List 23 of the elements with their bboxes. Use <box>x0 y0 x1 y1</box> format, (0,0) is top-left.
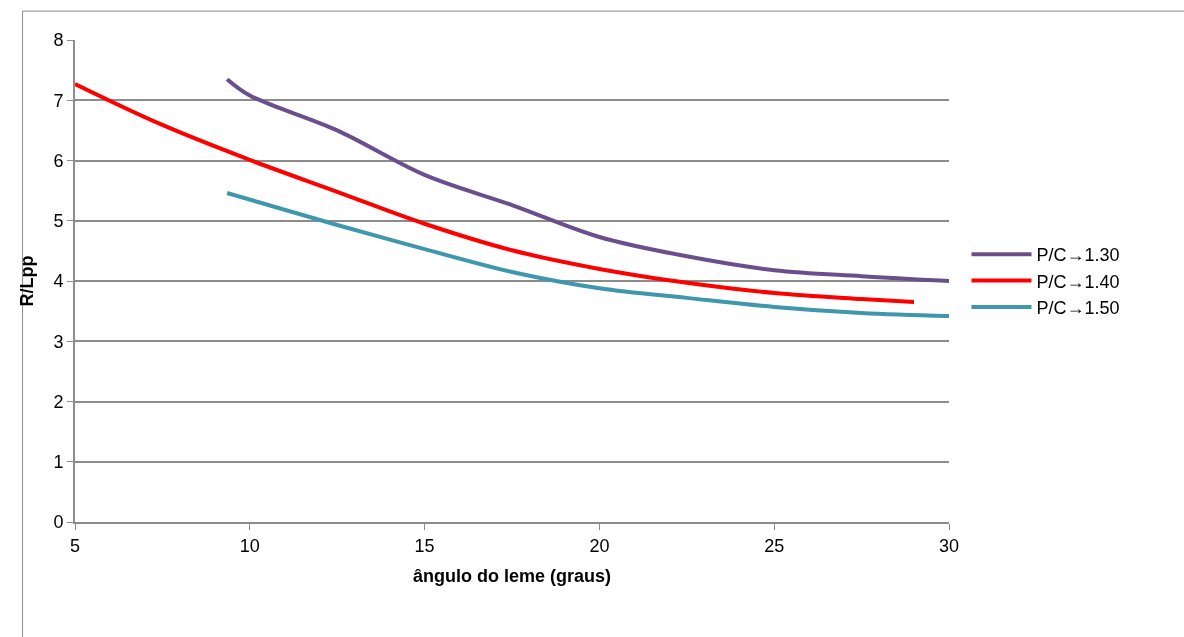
x-tick-label: 10 <box>239 535 260 556</box>
x-tick-label: 5 <box>69 535 81 556</box>
x-tick-label: 15 <box>414 535 435 556</box>
line-series <box>225 77 949 283</box>
line-series <box>225 191 949 318</box>
y-tick-label: 6 <box>53 150 64 171</box>
y-tick-label: 1 <box>53 452 64 473</box>
y-tick-label: 4 <box>53 271 64 292</box>
x-tick-label: 20 <box>589 535 610 556</box>
y-tick-label: 0 <box>53 512 64 533</box>
y-tick-label: 8 <box>53 30 64 51</box>
x-axis-title: ângulo do leme (graus) <box>412 566 612 587</box>
y-tick-label: 7 <box>53 90 64 111</box>
legend-label: P/C→1.40 <box>1036 271 1120 292</box>
y-tick-label: 3 <box>53 331 64 352</box>
y-axis-title: R/Lpp <box>17 255 38 307</box>
line-series <box>75 81 917 305</box>
legend-label: P/C→1.30 <box>1036 245 1120 266</box>
x-tick-label: 25 <box>764 535 785 556</box>
y-tick-label: 2 <box>53 391 64 412</box>
x-tick-label: 30 <box>938 535 960 556</box>
y-tick-label: 5 <box>53 211 64 232</box>
legend-label: P/C→1.50 <box>1036 298 1120 319</box>
